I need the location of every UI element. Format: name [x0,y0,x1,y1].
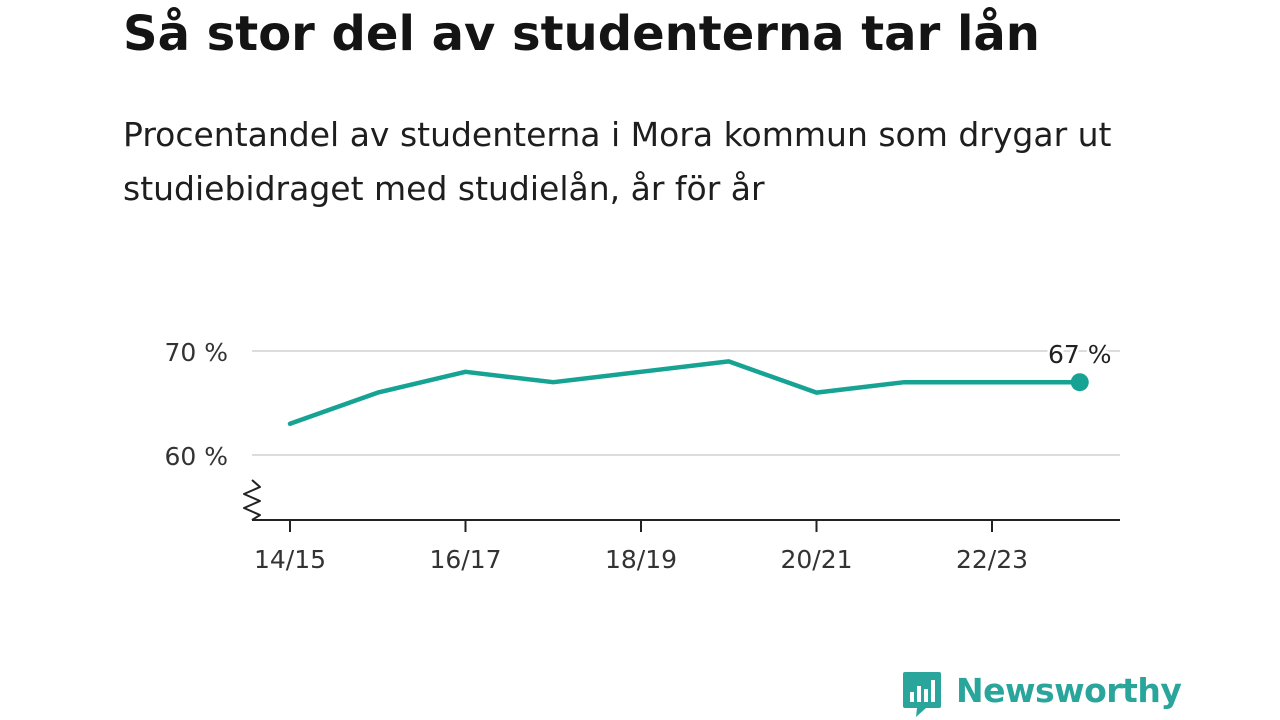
bar-chart-speech-bubble-icon [903,672,941,717]
x-tick-label: 20/21 [780,545,852,574]
x-tick-label: 14/15 [254,545,326,574]
series-line [287,359,1082,427]
chart-title: Så stor del av studenterna tar lån [123,6,1040,62]
end-value-label: 67 % [1048,340,1112,369]
y-tick-label: 70 % [164,338,228,367]
y-tick-label: 60 % [164,442,228,471]
axis-break-icon [243,479,261,521]
x-tick-label: 22/23 [956,545,1028,574]
end-point-marker [1070,373,1089,392]
x-tick-label: 16/17 [429,545,501,574]
chart-subtitle: Procentandel av studenterna i Mora kommu… [123,115,1112,208]
newsworthy-logo: Newsworthy [902,670,1182,720]
logo-text: Newsworthy [956,671,1182,710]
x-tick-label: 18/19 [605,545,677,574]
